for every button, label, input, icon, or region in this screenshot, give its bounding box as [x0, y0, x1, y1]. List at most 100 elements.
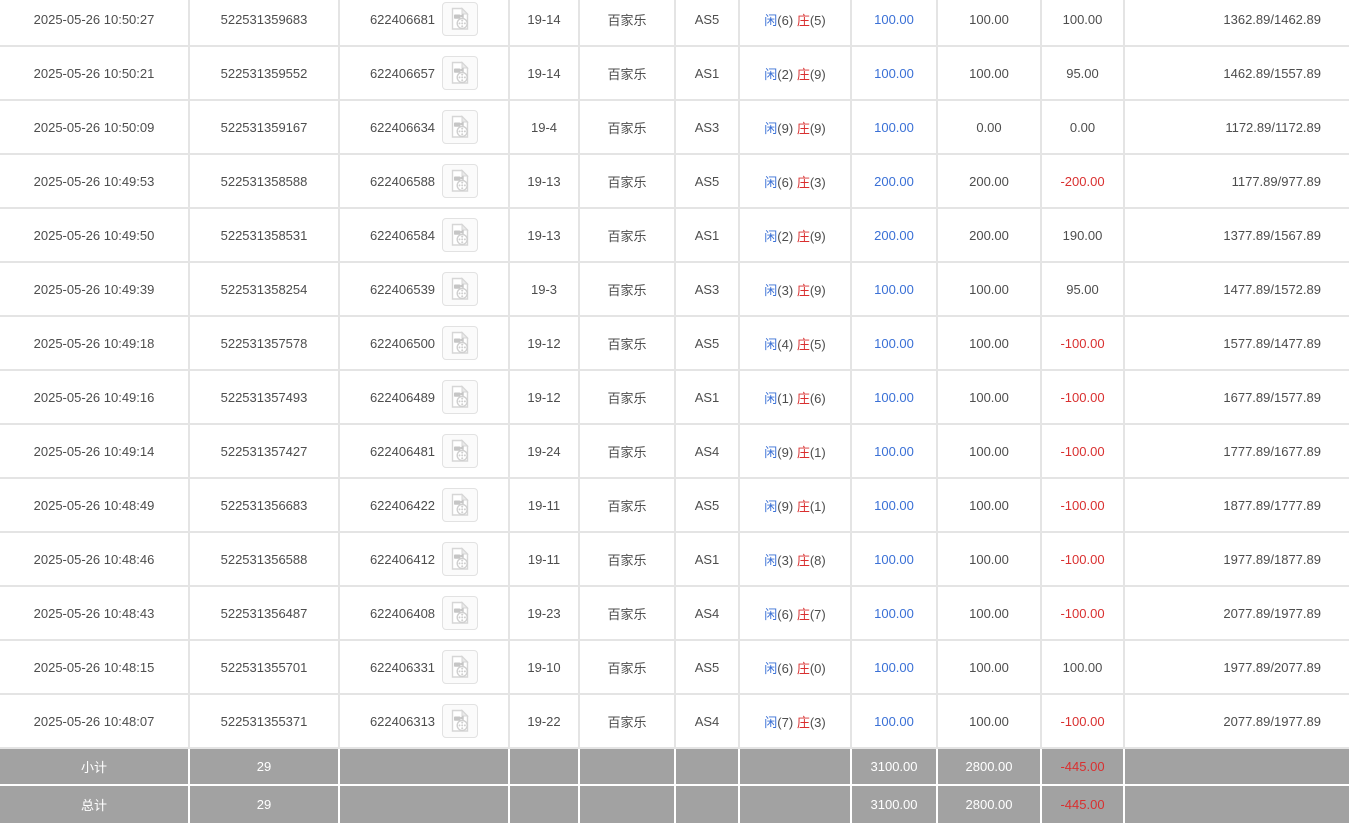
banker-result-score: (6) [809, 390, 826, 406]
cell-game-name: 百家乐 [580, 47, 676, 101]
player-result-label: 闲 [764, 606, 778, 622]
cell-valid-amount: 100.00 [938, 317, 1042, 371]
banker-result-label: 庄 [796, 390, 810, 406]
cell-bet-id: 522531355371 [190, 695, 340, 749]
player-result-score: (7) [777, 714, 794, 730]
cell-bet-amount[interactable]: 100.00 [852, 533, 938, 587]
cell-bet-amount[interactable]: 200.00 [852, 209, 938, 263]
cell-bet-amount[interactable]: 100.00 [852, 101, 938, 155]
cell-balance: 2077.89/1977.89 [1125, 695, 1349, 749]
round-id-text: 622406681 [369, 11, 436, 27]
cell-bet-amount[interactable]: 100.00 [852, 425, 938, 479]
cell-valid-amount: 0.00 [938, 101, 1042, 155]
video-replay-button[interactable] [442, 2, 479, 36]
cell-win-loss: -100.00 [1042, 587, 1125, 641]
banker-result-label: 庄 [796, 552, 810, 568]
round-id-text: 622406634 [369, 119, 436, 135]
cell-valid-amount: 100.00 [938, 0, 1042, 47]
video-file-icon [451, 385, 469, 408]
cell-result: 闲(3) 庄(9) [740, 263, 852, 317]
cell-bet-amount[interactable]: 100.00 [852, 0, 938, 47]
cell-valid-amount: 100.00 [938, 533, 1042, 587]
cell-round-id: 622406481 [340, 425, 510, 479]
cell-result: 闲(2) 庄(9) [740, 209, 852, 263]
banker-result-label: 庄 [796, 120, 810, 136]
total-spacer [580, 786, 676, 823]
cell-balance: 1172.89/1172.89 [1125, 101, 1349, 155]
cell-game-name: 百家乐 [580, 155, 676, 209]
cell-result: 闲(9) 庄(1) [740, 479, 852, 533]
cell-round-id: 622406331 [340, 641, 510, 695]
subtotal-spacer [740, 749, 852, 786]
subtotal-valid-total: 2800.00 [938, 749, 1042, 786]
cell-bet-amount[interactable]: 100.00 [852, 587, 938, 641]
cell-bet-time: 2025-05-26 10:49:16 [0, 371, 190, 425]
cell-game-name: 百家乐 [580, 641, 676, 695]
video-replay-button[interactable] [442, 110, 479, 144]
cell-result: 闲(7) 庄(3) [740, 695, 852, 749]
total-win-loss-total: -445.00 [1042, 786, 1125, 823]
cell-bet-amount[interactable]: 100.00 [852, 47, 938, 101]
player-result-label: 闲 [764, 174, 778, 190]
cell-balance: 1877.89/1777.89 [1125, 479, 1349, 533]
total-spacer [1125, 786, 1349, 823]
cell-round-id: 622406588 [340, 155, 510, 209]
video-replay-button[interactable] [442, 704, 479, 738]
video-replay-button[interactable] [442, 56, 479, 90]
cell-bet-amount[interactable]: 100.00 [852, 641, 938, 695]
banker-result-label: 庄 [796, 66, 810, 82]
subtotal-row: 小计 29 3100.00 2800.00 -445.00 [0, 749, 1349, 786]
cell-bet-amount[interactable]: 100.00 [852, 317, 938, 371]
cell-bet-amount[interactable]: 100.00 [852, 371, 938, 425]
cell-bet-amount[interactable]: 100.00 [852, 263, 938, 317]
cell-bet-time: 2025-05-26 10:48:15 [0, 641, 190, 695]
cell-bet-amount[interactable]: 200.00 [852, 155, 938, 209]
cell-win-loss: 100.00 [1042, 0, 1125, 47]
cell-valid-amount: 200.00 [938, 155, 1042, 209]
video-file-icon [451, 169, 469, 192]
cell-game-name: 百家乐 [580, 371, 676, 425]
video-replay-button[interactable] [442, 434, 479, 468]
cell-table-id: AS3 [676, 263, 740, 317]
player-result-label: 闲 [764, 552, 778, 568]
cell-shoe-round: 19-13 [510, 155, 580, 209]
video-file-icon [451, 709, 469, 732]
banker-result-score: (1) [809, 444, 826, 460]
cell-bet-id: 522531356588 [190, 533, 340, 587]
total-bet-total: 3100.00 [852, 786, 938, 823]
round-id-text: 622406481 [369, 443, 436, 459]
cell-shoe-round: 19-12 [510, 317, 580, 371]
cell-round-id: 622406657 [340, 47, 510, 101]
banker-result-score: (1) [809, 498, 826, 514]
round-id-text: 622406539 [369, 281, 436, 297]
player-result-label: 闲 [764, 390, 778, 406]
cell-bet-time: 2025-05-26 10:48:49 [0, 479, 190, 533]
banker-result-score: (9) [809, 228, 826, 244]
video-replay-button[interactable] [442, 218, 479, 252]
banker-result-label: 庄 [796, 228, 810, 244]
cell-result: 闲(4) 庄(5) [740, 317, 852, 371]
cell-bet-amount[interactable]: 100.00 [852, 479, 938, 533]
cell-game-name: 百家乐 [580, 0, 676, 47]
video-replay-button[interactable] [442, 488, 479, 522]
cell-shoe-round: 19-22 [510, 695, 580, 749]
cell-bet-id: 522531358531 [190, 209, 340, 263]
video-replay-button[interactable] [442, 164, 479, 198]
video-replay-button[interactable] [442, 596, 479, 630]
player-result-score: (1) [777, 390, 794, 406]
cell-table-id: AS4 [676, 587, 740, 641]
table-row: 2025-05-26 10:50:21 522531359552 6224066… [0, 47, 1349, 101]
cell-valid-amount: 100.00 [938, 371, 1042, 425]
cell-bet-amount[interactable]: 100.00 [852, 695, 938, 749]
video-replay-button[interactable] [442, 272, 479, 306]
round-id-text: 622406500 [369, 335, 436, 351]
video-replay-button[interactable] [442, 380, 479, 414]
video-replay-button[interactable] [442, 326, 479, 360]
cell-bet-id: 522531358254 [190, 263, 340, 317]
cell-valid-amount: 100.00 [938, 47, 1042, 101]
banker-result-label: 庄 [796, 606, 810, 622]
cell-win-loss: 95.00 [1042, 263, 1125, 317]
video-replay-button[interactable] [442, 542, 479, 576]
banker-result-score: (9) [809, 282, 826, 298]
video-replay-button[interactable] [442, 650, 479, 684]
